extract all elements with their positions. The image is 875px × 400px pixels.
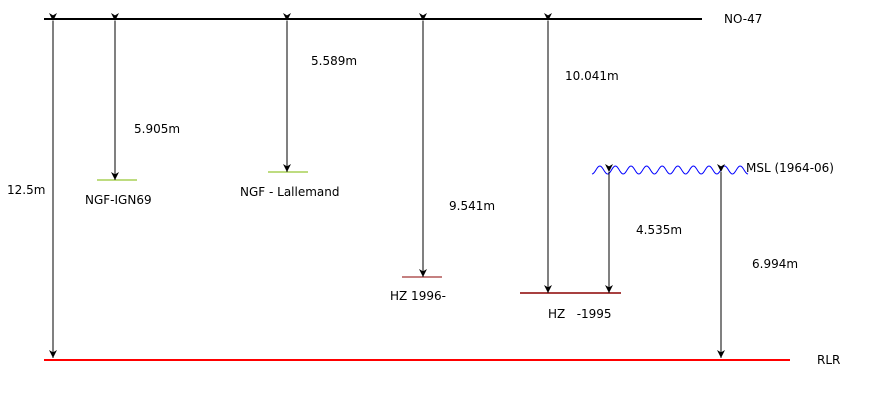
measure-rlr-to-msl: 6.994m: [752, 257, 798, 271]
label-no47: NO-47: [724, 12, 762, 26]
label-ngf-ign69: NGF-IGN69: [85, 193, 152, 207]
measurement-arrows: [49, 13, 725, 358]
label-ngf-lallemand: NGF - Lallemand: [240, 185, 340, 199]
measure-no47-to-rlr: 12.5m: [7, 183, 45, 197]
label-rlr: RLR: [817, 353, 840, 367]
label-msl: MSL (1964-06): [746, 161, 834, 175]
label-hz-1995: HZ -1995: [548, 307, 612, 321]
label-hz-1996: HZ 1996-: [390, 289, 446, 303]
measure-no47-to-ngf-ign69: 5.905m: [134, 122, 180, 136]
msl-wave-line: [591, 165, 749, 175]
measure-hz-1995-to-msl: 4.535m: [636, 223, 682, 237]
measure-no47-to-ngf-lallemand: 5.589m: [311, 54, 357, 68]
measure-no47-to-hz-1996: 9.541m: [449, 199, 495, 213]
measure-no47-to-hz-1995: 10.041m: [565, 69, 619, 83]
